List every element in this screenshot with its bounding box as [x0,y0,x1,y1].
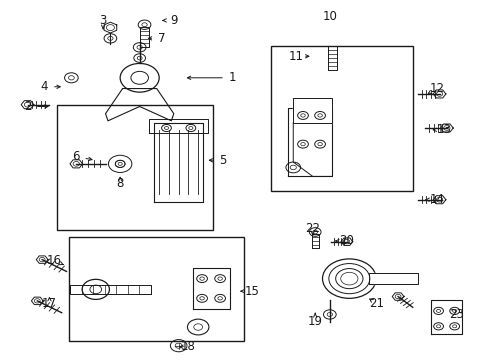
Text: 11: 11 [287,50,303,63]
Text: 6: 6 [72,150,80,163]
Polygon shape [21,101,34,109]
Polygon shape [340,238,352,246]
Polygon shape [104,22,117,33]
Text: 17: 17 [42,297,57,310]
Polygon shape [430,300,462,334]
Text: 12: 12 [429,82,444,95]
Polygon shape [368,273,417,284]
Text: 7: 7 [158,32,165,45]
Text: 5: 5 [219,154,226,167]
Circle shape [335,269,362,289]
Text: 21: 21 [368,297,383,310]
Text: 4: 4 [41,80,48,93]
Polygon shape [293,98,331,123]
Text: 23: 23 [448,308,463,321]
Bar [69,237,244,341]
Polygon shape [105,89,173,121]
Polygon shape [36,256,48,263]
Polygon shape [391,293,403,300]
Text: 14: 14 [429,193,444,206]
Text: 20: 20 [339,234,354,247]
Polygon shape [288,108,331,176]
Text: 2: 2 [24,100,31,113]
Text: 15: 15 [244,285,259,298]
Text: 10: 10 [322,10,337,23]
Circle shape [82,279,109,300]
Circle shape [187,319,208,335]
Text: 19: 19 [307,315,322,328]
Bar [57,105,212,230]
Circle shape [120,63,159,92]
Text: 13: 13 [436,123,451,136]
Text: 16: 16 [47,254,61,267]
Bar [271,45,412,191]
Text: 3: 3 [99,14,106,27]
Text: 18: 18 [181,340,196,353]
Polygon shape [70,160,82,168]
Text: 22: 22 [305,222,320,235]
Text: 1: 1 [228,71,236,84]
Polygon shape [432,90,445,98]
Circle shape [131,71,148,84]
Polygon shape [193,268,229,309]
Circle shape [322,259,375,298]
Text: 8: 8 [116,177,123,190]
Polygon shape [154,123,203,202]
Text: 9: 9 [170,14,177,27]
Polygon shape [31,297,43,305]
Polygon shape [149,119,207,134]
Polygon shape [432,196,445,204]
Polygon shape [440,124,452,132]
